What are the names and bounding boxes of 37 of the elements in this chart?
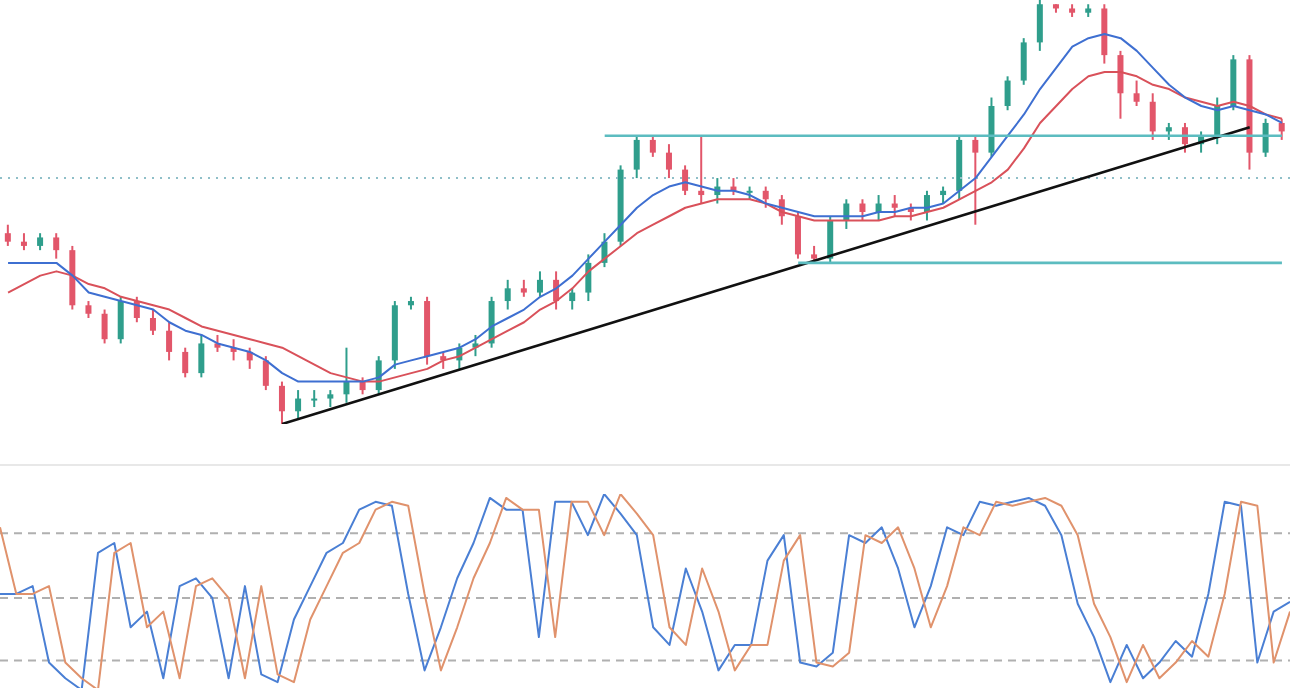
candlestick [262, 355, 269, 392]
candlestick [1230, 54, 1237, 112]
candlestick [1278, 117, 1285, 141]
candlestick [504, 278, 511, 311]
candlestick [1020, 37, 1027, 86]
candlestick [891, 194, 898, 218]
candlestick [988, 96, 995, 158]
candlestick [794, 211, 801, 260]
candlestick [1133, 79, 1140, 107]
candlestick [4, 223, 11, 247]
candlestick [698, 134, 705, 205]
candlestick [472, 333, 479, 358]
candlestick [1262, 117, 1269, 158]
candlestick [198, 333, 205, 379]
candlestick [166, 321, 173, 362]
candlestick [182, 346, 189, 379]
candlestick [972, 134, 979, 226]
candlestick [295, 389, 302, 421]
candlestick [149, 308, 156, 336]
candlestick [762, 185, 769, 209]
candlestick [278, 380, 285, 424]
candlestick [1004, 75, 1011, 112]
candlestick [649, 134, 656, 158]
candlestick [1101, 3, 1108, 65]
candlestick [827, 215, 834, 264]
candlestick [1149, 92, 1156, 141]
candlestick [569, 287, 576, 311]
candlestick [1036, 0, 1043, 52]
candlestick [665, 143, 672, 180]
candlestick [633, 134, 640, 180]
candlestick [585, 253, 592, 303]
candlestick [536, 270, 543, 298]
candlestick [859, 198, 866, 222]
candlestick [117, 295, 124, 345]
candlestick [1117, 49, 1124, 120]
candlestick [101, 308, 108, 345]
candlestick [53, 232, 60, 260]
